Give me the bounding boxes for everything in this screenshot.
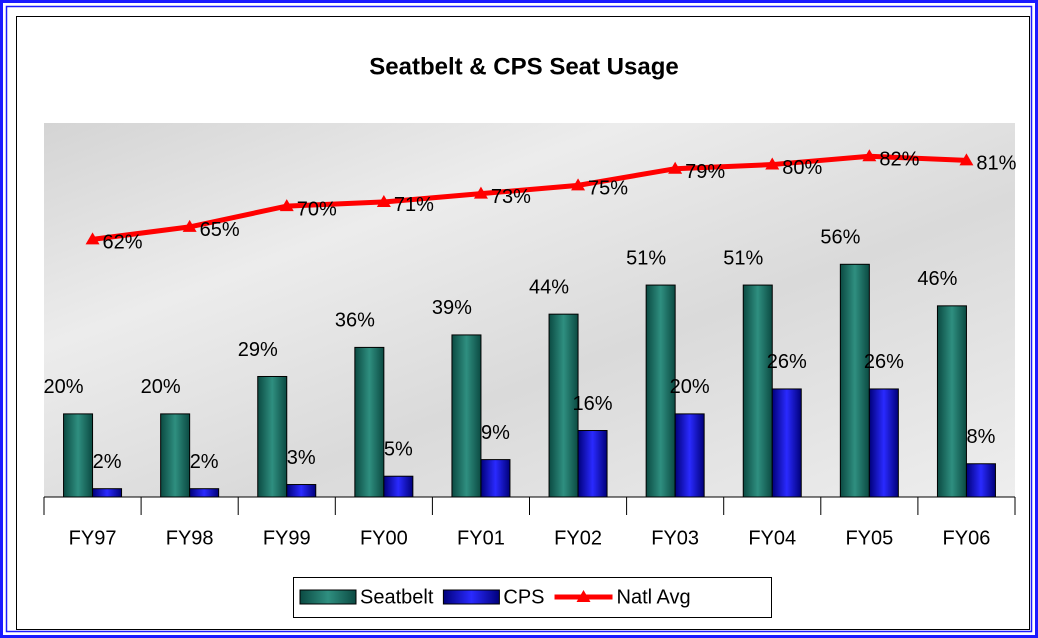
data-label: 51%: [626, 247, 666, 269]
data-label: 62%: [103, 232, 143, 254]
data-label: 20%: [670, 376, 710, 398]
line: [92, 153, 967, 242]
data-label: 2%: [93, 451, 122, 473]
marker: [85, 232, 100, 245]
bar: [480, 459, 511, 498]
bar: [839, 263, 870, 498]
bar: [189, 488, 220, 498]
bar: [868, 388, 899, 498]
bar: [286, 484, 317, 498]
data-label: 56%: [820, 227, 860, 249]
legend-swatch: [442, 589, 500, 605]
bar: [160, 413, 191, 498]
data-label: 79%: [685, 161, 725, 183]
legend-swatch: [299, 589, 357, 605]
data-label: 26%: [864, 351, 904, 373]
data-label: 26%: [767, 351, 807, 373]
x-tick-label: FY03: [651, 527, 699, 549]
x-tick-label: FY05: [845, 527, 893, 549]
data-label: 29%: [238, 339, 278, 361]
bar: [354, 346, 385, 498]
data-label: 65%: [200, 219, 240, 241]
data-label: 5%: [384, 439, 413, 461]
x-tick-label: FY97: [69, 527, 117, 549]
data-label: 8%: [966, 426, 995, 448]
data-label: 73%: [491, 186, 531, 208]
bar: [771, 388, 802, 498]
bar: [451, 334, 482, 498]
marker: [473, 186, 488, 199]
data-label: 2%: [190, 451, 219, 473]
data-label: 39%: [432, 297, 472, 319]
legend-label: Seatbelt: [360, 586, 434, 608]
legend-label: CPS: [503, 586, 544, 608]
data-label: 46%: [917, 268, 957, 290]
marker: [959, 153, 974, 166]
legend: [293, 577, 772, 618]
x-tick-label: FY98: [166, 527, 214, 549]
data-label: 44%: [529, 276, 569, 298]
data-label: 16%: [573, 393, 613, 415]
marker: [765, 157, 780, 170]
data-label: 9%: [481, 422, 510, 444]
data-label: 36%: [335, 310, 375, 332]
bar: [257, 375, 288, 498]
marker: [182, 219, 197, 232]
legend-marker: [576, 590, 591, 602]
data-label: 3%: [287, 447, 316, 469]
bar: [577, 430, 608, 498]
x-tick-label: FY04: [748, 527, 796, 549]
x-tick-label: FY02: [554, 527, 602, 549]
bar: [383, 475, 414, 498]
marker: [376, 194, 391, 207]
inner-frame: [5, 5, 1033, 633]
chart-title: Seatbelt & CPS Seat Usage: [369, 53, 678, 80]
marker: [571, 178, 586, 191]
marker: [668, 161, 683, 174]
x-tick-label: FY01: [457, 527, 505, 549]
x-tick-label: FY99: [263, 527, 311, 549]
data-label: 80%: [782, 157, 822, 179]
bar: [674, 413, 705, 498]
data-label: 20%: [141, 376, 181, 398]
bar: [548, 313, 579, 498]
data-label: 20%: [44, 376, 84, 398]
bar: [742, 284, 773, 498]
data-label: 75%: [588, 178, 628, 200]
data-label: 71%: [394, 194, 434, 216]
marker: [279, 199, 294, 212]
x-tick-label: FY06: [943, 527, 991, 549]
bar: [936, 305, 967, 498]
data-label: 82%: [879, 149, 919, 171]
bar: [63, 413, 94, 498]
bar: [645, 284, 676, 498]
data-label: 70%: [297, 198, 337, 220]
data-label: 51%: [723, 247, 763, 269]
marker: [862, 149, 877, 162]
x-tick-label: FY00: [360, 527, 408, 549]
bar: [92, 488, 123, 498]
data-label: 81%: [976, 153, 1016, 175]
bar: [965, 463, 996, 498]
legend-label: Natl Avg: [617, 586, 691, 608]
